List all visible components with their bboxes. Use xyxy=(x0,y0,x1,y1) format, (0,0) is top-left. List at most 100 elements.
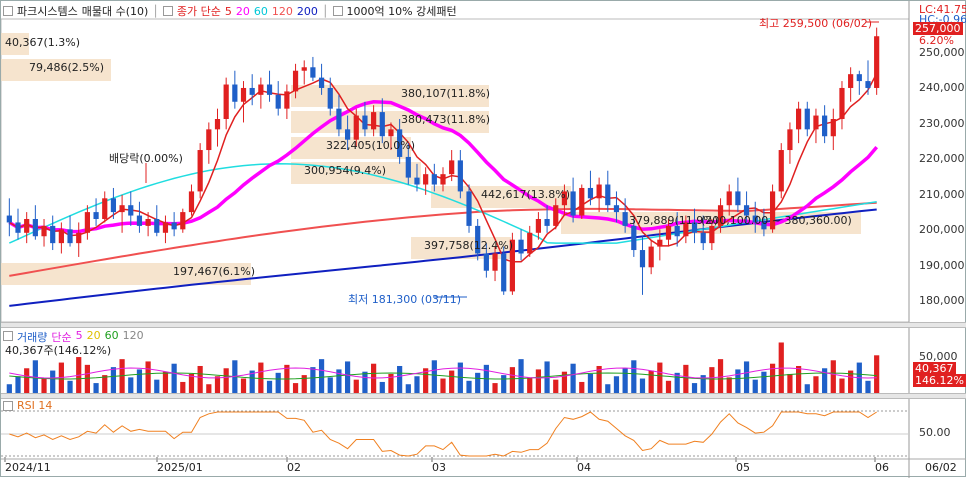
candle-body xyxy=(648,246,654,268)
checkbox-icon[interactable] xyxy=(3,331,13,341)
ma-60-line xyxy=(8,163,877,244)
vp-range: (200,100.00 ~ 380,360.00) xyxy=(701,214,852,227)
volume-bar xyxy=(162,371,169,393)
pane-divider[interactable] xyxy=(1,393,966,399)
price-tick: 250,000 xyxy=(919,46,965,59)
ma-label[interactable]: 종가 단순 xyxy=(176,5,221,18)
ma-200: 200 xyxy=(296,4,318,18)
vol-ma-60-line xyxy=(9,372,877,380)
candle-body xyxy=(423,174,429,185)
checkbox-icon[interactable] xyxy=(162,6,173,16)
volume-bar xyxy=(561,371,568,393)
volume-bar xyxy=(700,375,706,393)
vol-ma-5: 5 xyxy=(75,329,83,342)
volume-bar xyxy=(752,379,758,393)
high-annotation: 최고 259,500 (06/02) xyxy=(759,17,873,30)
candle-body xyxy=(275,94,281,109)
volume-bar xyxy=(15,376,21,393)
volume-bar xyxy=(32,360,38,393)
volume-bar xyxy=(726,377,732,393)
low-annotation: 최저 181,300 (03/11) xyxy=(348,293,462,306)
candle-body xyxy=(188,191,195,213)
volume-bar xyxy=(743,361,750,393)
volume-bar xyxy=(24,368,30,393)
candle-body xyxy=(856,74,862,82)
volume-bar xyxy=(249,370,255,393)
candle-body xyxy=(318,77,325,88)
volume-bar xyxy=(197,365,203,393)
volume-bar xyxy=(292,383,299,393)
volume-bar xyxy=(466,380,472,393)
volume-bar xyxy=(787,373,793,393)
volume-bar xyxy=(596,365,602,393)
volume-bar xyxy=(769,363,776,393)
vp-label: 322,405(10.0%) xyxy=(326,139,416,152)
volume-profile-bar xyxy=(291,85,489,107)
candle-body xyxy=(561,191,568,206)
candle-body xyxy=(249,87,255,95)
volume-bar xyxy=(344,361,351,393)
ma-120-line xyxy=(9,201,877,277)
change-pct: 6.20% xyxy=(919,34,954,47)
volume-bar xyxy=(691,383,698,393)
volume-bar xyxy=(822,368,828,393)
candle-body xyxy=(657,239,663,247)
volume-bar xyxy=(848,370,854,393)
candle-body xyxy=(128,205,134,216)
volume-bar xyxy=(665,380,672,393)
candle-body xyxy=(41,225,47,237)
candle-body xyxy=(483,253,489,271)
volume-bar xyxy=(613,376,620,393)
volume-bar xyxy=(188,373,195,393)
x-tick: 05 xyxy=(736,461,750,474)
candle-body xyxy=(171,222,177,230)
candle-body xyxy=(136,215,143,226)
candle-body xyxy=(388,129,394,137)
volume-bar xyxy=(735,369,741,393)
dividend-annotation: 배당락(0.00%) xyxy=(109,152,183,165)
volume-bar xyxy=(128,377,134,393)
checkbox-icon[interactable] xyxy=(3,6,13,16)
volume-profile-label[interactable]: 매물대 수(10) xyxy=(81,5,149,18)
candle-body xyxy=(553,205,559,226)
pattern-label[interactable]: 1000억 10% 강세패턴 xyxy=(346,5,457,18)
checkbox-icon[interactable] xyxy=(332,6,343,16)
ma-5: 5 xyxy=(224,4,232,18)
candle-body xyxy=(405,156,411,178)
volume-bar xyxy=(535,369,542,393)
volume-bar xyxy=(93,383,99,393)
candle-body xyxy=(76,232,82,244)
volume-bar xyxy=(136,369,143,393)
candle-body xyxy=(596,184,602,199)
ma-20: 20 xyxy=(235,4,250,18)
candle-body xyxy=(839,87,845,119)
candle-body xyxy=(605,184,611,206)
rsi-label[interactable]: RSI 14 xyxy=(17,399,53,412)
candle-body xyxy=(292,70,299,92)
candle-body xyxy=(830,119,836,137)
volume-bar xyxy=(813,376,819,393)
candle-body xyxy=(457,160,463,192)
stock-name[interactable]: 파크시스템스 xyxy=(17,5,78,18)
volume-bar xyxy=(223,368,229,393)
volume-bar xyxy=(214,376,221,393)
candle-body xyxy=(232,84,238,102)
candle-body xyxy=(431,174,437,185)
pane-divider[interactable] xyxy=(1,322,966,328)
volume-label[interactable]: 거래량 xyxy=(17,331,48,344)
price-tick: 190,000 xyxy=(919,259,965,272)
candle-body xyxy=(796,108,802,130)
candle-body xyxy=(336,108,342,130)
price-tick: 230,000 xyxy=(919,117,965,130)
checkbox-icon[interactable] xyxy=(3,401,13,411)
candle-body xyxy=(709,225,715,244)
volume-bar xyxy=(631,360,637,393)
volume-bar xyxy=(154,379,160,393)
volume-bar xyxy=(674,372,680,393)
volume-bar xyxy=(310,367,316,393)
volume-bar xyxy=(657,362,663,393)
candle-body xyxy=(804,108,810,130)
candle-body xyxy=(67,229,73,244)
